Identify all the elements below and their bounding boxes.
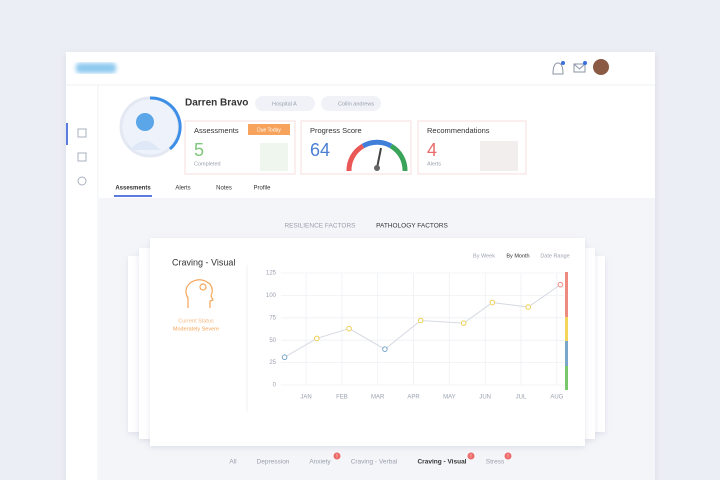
nav-dashboard[interactable] bbox=[77, 128, 87, 138]
y-tick-label: 100 bbox=[266, 293, 277, 299]
data-point bbox=[557, 281, 564, 288]
card-value: 64 bbox=[310, 140, 330, 160]
avatar-body bbox=[130, 141, 160, 150]
x-tick-label: MAR bbox=[371, 395, 385, 401]
avatar-ring bbox=[149, 96, 182, 151]
card-illustration bbox=[480, 141, 518, 171]
user-avatar[interactable] bbox=[593, 59, 609, 75]
logo bbox=[76, 63, 116, 73]
y-tick-label: 75 bbox=[269, 315, 276, 321]
tab[interactable]: Notes bbox=[216, 186, 232, 192]
data-point bbox=[346, 325, 352, 332]
alert-text: ! bbox=[470, 454, 471, 460]
data-point bbox=[417, 317, 424, 324]
alert-badge bbox=[333, 452, 341, 460]
bottom-tab[interactable]: All bbox=[229, 459, 237, 466]
location-pill bbox=[255, 96, 315, 111]
alert-badge bbox=[504, 452, 512, 460]
bottom-tab[interactable]: Stress bbox=[486, 459, 505, 466]
card-title: Progress Score bbox=[310, 126, 362, 135]
x-tick-label: AUG bbox=[550, 395, 563, 401]
sidebar-active bbox=[66, 123, 68, 145]
alert-text: ! bbox=[507, 454, 508, 460]
card-title: Assessments bbox=[194, 126, 239, 135]
location: Hospital A bbox=[272, 101, 297, 107]
avatar-head bbox=[136, 113, 154, 131]
data-point bbox=[281, 354, 288, 361]
x-tick-label: JUN bbox=[479, 395, 491, 401]
data-point bbox=[382, 346, 388, 352]
nav-settings[interactable] bbox=[77, 176, 87, 186]
clinician-pill bbox=[321, 96, 381, 111]
due-badge bbox=[248, 124, 290, 135]
x-tick-label: MAY bbox=[443, 395, 456, 401]
nav-reports[interactable] bbox=[77, 152, 87, 162]
card-value: 5 bbox=[194, 140, 204, 160]
tab-underline bbox=[114, 195, 152, 197]
chart-title: Craving - Visual bbox=[172, 257, 235, 267]
y-tick-label: 25 bbox=[269, 360, 276, 366]
bottom-tab[interactable]: Depression bbox=[257, 459, 290, 466]
plot: 0 25 50 75 100 125 JAN FEB MAR APR MAY JUN JUL AUG bbox=[266, 271, 564, 401]
range-option[interactable]: By Week bbox=[473, 253, 495, 259]
y-tick-label: 50 bbox=[269, 338, 276, 344]
severity-bar bbox=[565, 272, 568, 390]
x-tick-label: APR bbox=[407, 395, 420, 401]
factor-tab[interactable]: RESILIENCE FACTORS bbox=[284, 223, 356, 230]
tab[interactable]: Assesments bbox=[115, 186, 151, 192]
tab[interactable]: Profile bbox=[253, 186, 271, 192]
status-label: Current Status bbox=[178, 318, 214, 324]
x-tick-label: FEB bbox=[336, 395, 348, 401]
x-tick-label: JAN bbox=[300, 395, 311, 401]
mail-icon[interactable] bbox=[573, 61, 587, 73]
clinician: Collin andrews bbox=[338, 101, 374, 107]
status-value: Moderately Severe bbox=[173, 326, 219, 332]
x-tick-label: JUL bbox=[516, 395, 527, 401]
y-tick-label: 0 bbox=[273, 383, 277, 389]
badge-text: Due Today bbox=[257, 127, 281, 133]
y-tick-label: 125 bbox=[266, 271, 277, 277]
patient-name: Darren Bravo bbox=[185, 98, 248, 109]
gauge bbox=[346, 139, 408, 172]
tab[interactable]: Alerts bbox=[175, 186, 190, 192]
card-caption: Alerts bbox=[427, 161, 441, 167]
card-title: Recommendations bbox=[427, 126, 490, 135]
alert-text: ! bbox=[336, 454, 337, 460]
range-option[interactable]: Date Range bbox=[540, 253, 569, 259]
card-illustration bbox=[260, 143, 288, 171]
bottom-tab[interactable]: Craving - Visual bbox=[417, 459, 466, 466]
data-point bbox=[525, 304, 531, 310]
data-point bbox=[460, 320, 467, 326]
craving-icon bbox=[185, 279, 214, 308]
bottom-tab[interactable]: Craving - Verbal bbox=[351, 459, 398, 466]
card-value: 4 bbox=[427, 140, 437, 160]
chart-card bbox=[150, 238, 585, 446]
range-option[interactable]: By Month bbox=[506, 253, 529, 259]
factor-tab[interactable]: PATHOLOGY FACTORS bbox=[376, 223, 448, 230]
data-point bbox=[314, 335, 320, 342]
alert-badge bbox=[467, 452, 475, 460]
card-caption: Completed bbox=[194, 161, 221, 167]
data-point bbox=[489, 299, 496, 306]
bell-icon[interactable] bbox=[552, 61, 565, 75]
bottom-tab[interactable]: Anxiety bbox=[309, 459, 331, 466]
